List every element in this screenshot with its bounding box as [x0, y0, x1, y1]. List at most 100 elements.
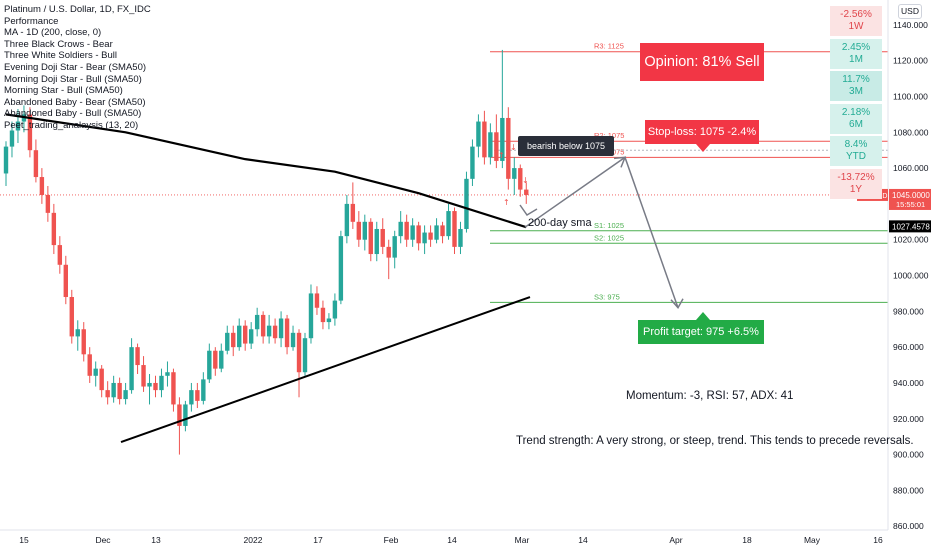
candle-body [231, 332, 236, 348]
pivot-level-label: S3: 975 [594, 292, 620, 301]
candle-body [171, 372, 176, 405]
y-tick-label: 980.000 [893, 306, 924, 316]
y-tick-label: 1120.000 [893, 56, 928, 66]
candle-body [177, 404, 182, 426]
candle-body [9, 130, 15, 147]
performance-value: 11.7% [842, 74, 870, 85]
sma-200-line [5, 113, 527, 229]
candle-body [374, 228, 379, 255]
legend-item: Three White Soldiers - Bull [4, 50, 117, 62]
trend-lines: ↑ ↓ ↓ ↑ [5, 113, 684, 443]
performance-period: YTD [846, 151, 866, 162]
pattern-arrow-icon: ↑ [503, 198, 510, 207]
candle-body [33, 150, 39, 178]
candle-body [434, 225, 439, 240]
performance-value: 2.18% [841, 106, 871, 118]
opinion-badge: Opinion: 81% Sell [640, 43, 764, 81]
pattern-arrow-icon: ↑ [498, 151, 505, 160]
candle-body [195, 390, 200, 401]
trend-strength-text: Trend strength: A very strong, or steep,… [516, 435, 914, 447]
candle-body [111, 382, 116, 398]
candle-body [278, 318, 284, 339]
y-tick-label: 880.000 [893, 485, 924, 495]
sma-label: 200-day sma [528, 217, 592, 229]
x-tick-label: 18 [742, 535, 752, 545]
candle-body [362, 221, 367, 240]
legend-item: Peet_trading_analaysis (13, 20) [4, 119, 139, 131]
y-tick-label: 900.000 [893, 450, 924, 460]
x-tick-label: 17 [313, 535, 323, 545]
candle-body [189, 390, 194, 405]
candle-body [332, 300, 338, 319]
candle-body [81, 329, 86, 355]
candle-body [470, 146, 475, 179]
candle-body [296, 332, 302, 373]
x-tick-label: Feb [384, 535, 399, 545]
x-tick-label: 13 [151, 535, 161, 545]
candle-body [135, 347, 140, 366]
candle-body [404, 221, 409, 240]
candle-body [518, 168, 523, 190]
stop-loss-text: Stop-loss: 1075 -2.4% [647, 126, 757, 138]
y-tick-label: 1100.000 [893, 91, 928, 101]
candle-body [27, 114, 33, 151]
candle-body [410, 225, 415, 240]
candle-body [248, 329, 254, 344]
chart-title: Platinum / U.S. Dollar, 1D, FX_IDC [4, 4, 151, 15]
candle-body [308, 293, 314, 339]
price-axis-bg [888, 0, 932, 550]
performance-value: 8.4% [844, 139, 868, 150]
candle-body [344, 203, 350, 237]
candle-body [45, 194, 51, 213]
pivot-level-label: S1: 1025 [594, 221, 624, 230]
candle-body [452, 211, 457, 247]
performance-period: 6M [849, 118, 863, 130]
profit-target-pointer [696, 312, 710, 320]
candle-body [512, 168, 517, 179]
x-tick-label: May [804, 535, 821, 545]
y-tick-label: 1080.000 [893, 127, 929, 137]
profit-target-text: Profit target: 975 +6.5% [643, 326, 759, 338]
candle-body [141, 365, 146, 387]
candle-body [440, 225, 445, 237]
candle-body [51, 212, 57, 246]
performance-period: 3M [849, 86, 863, 97]
candle-body [338, 236, 344, 301]
legend-item: Performance [4, 15, 59, 27]
performance-cell: -13.72% 1Y [830, 168, 882, 199]
candle-body [350, 203, 356, 222]
performance-value: -13.72% [837, 171, 875, 183]
performance-cell: 2.45% 1M [830, 38, 882, 69]
candle-body [15, 121, 21, 131]
candle-body [147, 382, 152, 387]
last-price-tag-bg [889, 188, 931, 210]
currency-button[interactable]: USD [898, 4, 922, 19]
candle-body [153, 382, 158, 391]
projection-arrowhead [519, 204, 538, 217]
performance-value: 2.45% [841, 41, 871, 53]
performance-cell: 8.4% YTD [830, 136, 882, 166]
candle-body [93, 368, 98, 376]
candle-body [494, 132, 499, 161]
y-tick-label: 920.000 [893, 414, 924, 424]
ascending-trendline [120, 296, 531, 443]
candle-body [123, 390, 128, 400]
candle-body [129, 347, 134, 391]
legend-item: Evening Doji Star - Bear (SMA50) [4, 61, 147, 73]
x-tick-label: 14 [578, 535, 588, 545]
pattern-arrow-icon: ↓ [510, 143, 517, 152]
candle-body [69, 297, 74, 337]
projection-arrowhead [613, 156, 627, 168]
candle-body [446, 211, 451, 237]
candle-body [159, 375, 164, 391]
bearish-note: bearish below 1075 [518, 136, 614, 156]
performance-cell: 11.7% 3M [830, 71, 882, 101]
stop-loss-pointer [696, 144, 710, 152]
y-tick-label: 960.000 [893, 342, 924, 352]
x-tick-label: Apr [669, 535, 682, 545]
candle-body [75, 329, 80, 337]
last-price-text: 1045.0000 [892, 191, 930, 200]
y-tick-label: 1020.000 [893, 235, 929, 245]
x-tick-label: 14 [447, 535, 457, 545]
